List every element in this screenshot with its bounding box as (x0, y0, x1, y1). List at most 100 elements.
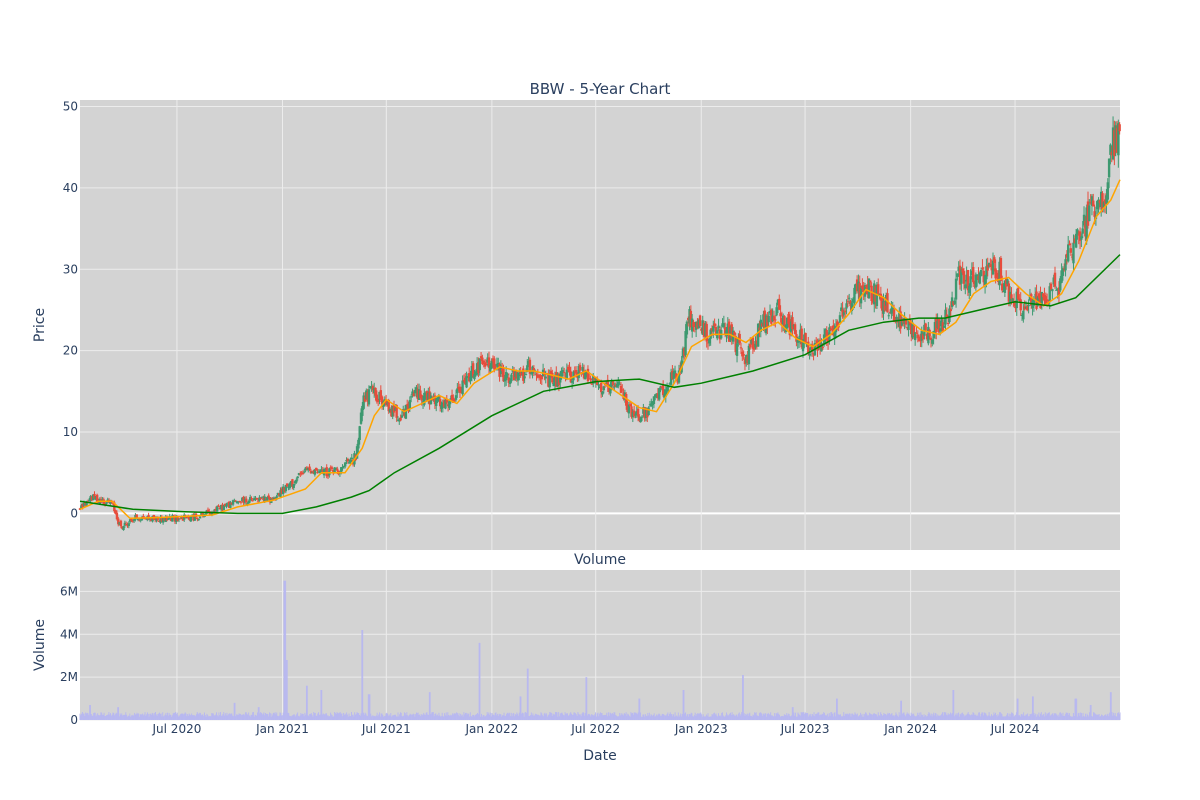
volume-bar (354, 714, 356, 720)
volume-bar (892, 715, 894, 720)
volume-bar (748, 713, 750, 720)
candle-body (915, 332, 918, 334)
candle-body (248, 497, 252, 501)
volume-bar (123, 714, 125, 720)
volume-bar (1083, 716, 1085, 720)
volume-bar (762, 715, 764, 720)
volume-bar (1105, 715, 1107, 720)
volume-bar (85, 713, 87, 720)
volume-bar (591, 714, 593, 720)
volume-bar (840, 716, 842, 720)
volume-bar (851, 713, 853, 720)
volume-bar (848, 713, 850, 720)
candle-body (297, 472, 301, 476)
candle-body (892, 309, 896, 323)
candle-body (411, 391, 414, 395)
volume-bar (859, 715, 861, 720)
volume-bar (717, 716, 719, 720)
volume-bar (208, 716, 210, 720)
volume-bar (1084, 716, 1086, 720)
candle-body (320, 469, 323, 472)
volume-bar (171, 715, 173, 720)
volume-bar (584, 713, 586, 720)
volume-bar (1006, 714, 1008, 720)
volume-bar (964, 714, 966, 720)
volume-bar (784, 714, 786, 720)
candle-body (688, 309, 691, 324)
candle-body (962, 271, 966, 284)
volume-bar (817, 712, 819, 720)
volume-bar (897, 716, 899, 720)
volume-bar (375, 716, 377, 720)
volume-bar (1076, 716, 1078, 720)
volume-bar (410, 714, 412, 720)
volume-bar (187, 714, 189, 720)
candle-body (1106, 182, 1109, 200)
volume-bar (175, 711, 177, 720)
volume-bar (254, 714, 256, 720)
candle-body (900, 321, 904, 326)
volume-bar (885, 715, 887, 720)
volume-y-tick-label: 0 (70, 713, 78, 727)
candle-body (837, 326, 840, 328)
volume-bar (810, 713, 812, 720)
volume-bar (249, 716, 251, 720)
volume-bar (413, 714, 415, 720)
candle-body (1074, 233, 1078, 248)
volume-bar (382, 714, 384, 720)
volume-bar (599, 713, 601, 720)
candle-body (336, 468, 339, 471)
volume-bar (107, 714, 109, 720)
candle-body (420, 395, 423, 401)
candle-body (635, 410, 638, 416)
volume-bar (147, 713, 149, 720)
candle-body (961, 268, 964, 273)
volume-bar (799, 715, 801, 720)
volume-bar (519, 696, 521, 720)
volume-bar (313, 712, 315, 720)
candle-body (363, 396, 367, 402)
volume-bar (735, 714, 737, 720)
volume-bar (442, 715, 444, 720)
candle-body (586, 368, 590, 382)
volume-bar (843, 712, 845, 720)
volume-bar (93, 712, 95, 720)
candle-body (840, 307, 843, 312)
volume-bar (576, 715, 578, 720)
volume-bar (308, 716, 310, 720)
volume-bar (199, 712, 201, 720)
volume-bar (287, 712, 289, 720)
volume-bar (230, 713, 232, 720)
volume-bar (533, 715, 535, 720)
volume-bar (532, 713, 534, 720)
candle-body (725, 330, 728, 337)
volume-bar (399, 714, 401, 720)
volume-bar (656, 715, 658, 720)
volume-bar (962, 712, 964, 720)
volume-bar (196, 712, 198, 720)
candle-body (824, 329, 827, 338)
volume-bar (929, 713, 931, 720)
volume-bar (108, 712, 110, 720)
volume-bar (110, 715, 112, 720)
volume-bar (1015, 714, 1017, 720)
candle-body (291, 479, 294, 487)
candle-body (783, 316, 786, 328)
volume-bar (269, 712, 271, 720)
volume-bar (973, 712, 975, 720)
volume-bar (566, 713, 568, 720)
candle-body (329, 467, 332, 469)
volume-bar (975, 715, 977, 720)
volume-bar (101, 712, 103, 720)
volume-bar (902, 712, 904, 720)
volume-bar (700, 712, 702, 720)
volume-bar (550, 712, 552, 720)
candle-body (646, 407, 649, 418)
volume-bar (791, 707, 793, 720)
volume-bar (734, 716, 736, 720)
candle-body (483, 362, 487, 367)
volume-bar (113, 712, 115, 720)
volume-bar (538, 715, 540, 720)
candle-body (347, 462, 351, 464)
candle-body (1103, 199, 1107, 205)
